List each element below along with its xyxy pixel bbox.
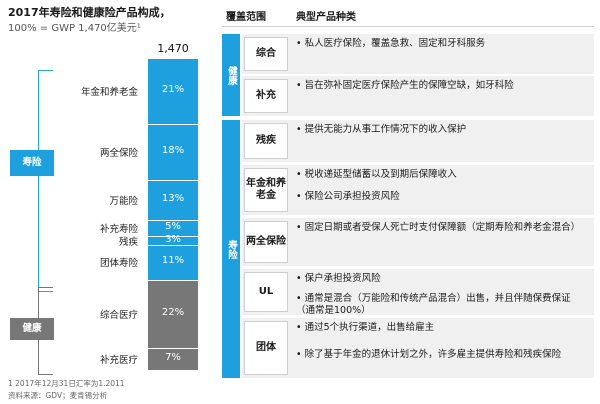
table-row-bullet: • 固定日期或者受保人死亡时支付保障额（定期寿险和养老金混合） — [296, 222, 581, 233]
table-row — [242, 76, 594, 116]
table-row-label: 综合 — [244, 37, 288, 71]
chart-title: 2017年寿险和健康险产品构成， — [8, 6, 171, 19]
life-bracket — [38, 70, 53, 292]
bar-segment — [148, 348, 198, 370]
bar-total-label: 1,470 — [157, 42, 189, 55]
table-row-bullet: • 通过5个执行渠道，出售给雇主 — [296, 322, 435, 333]
bar-value-label: 11% — [161, 255, 185, 267]
table-row-bullet: • 保险公司承担投资风险 — [296, 191, 400, 202]
category-label: 补充医疗 — [99, 355, 138, 367]
category-label: 残疾 — [118, 236, 138, 248]
table-row-bullet: • 通常是混合（万能险和传统产品混合）出售，并且伴随保费保证（通常是100%） — [296, 293, 571, 317]
table-row-bullet: • 提供无能力从事工作情况下的收入保护 — [296, 124, 467, 135]
category-label: 两全保险 — [99, 147, 138, 159]
category-label: 综合医疗 — [99, 309, 138, 321]
bar-value-label: 18% — [161, 144, 185, 156]
health-section-band: 健康 — [222, 34, 240, 116]
footnote-source: 资料来源：GDV；麦肯锡分析 — [8, 391, 108, 400]
table-row — [242, 269, 594, 315]
table-row — [242, 34, 594, 74]
bar-segment — [148, 235, 198, 246]
table-row-bullet: • 保户承担投资风险 — [296, 273, 381, 284]
coverage-column-header: 覆盖范围 — [226, 12, 266, 23]
health-group-label: 健康 — [10, 318, 54, 340]
bar-value-label: 7% — [165, 352, 181, 364]
header-divider — [222, 26, 594, 27]
table-row — [242, 218, 594, 266]
product-column-header: 典型产品种类 — [296, 12, 356, 23]
bar-segment — [148, 220, 198, 236]
category-label: 补充寿险 — [99, 224, 138, 236]
footnote-exchange-rate: 1 2017年12月31日汇率为1.2011 — [8, 379, 125, 388]
bar-segment — [148, 123, 198, 180]
bar-value-label: 13% — [161, 192, 185, 204]
table-row — [242, 120, 594, 162]
category-label: 团体寿险 — [99, 258, 138, 270]
table-row — [242, 318, 594, 378]
table-row-label: 两全保险 — [244, 221, 288, 263]
table-row-label: 团体 — [244, 321, 288, 375]
bar-segment — [148, 245, 198, 280]
bar-segment — [148, 279, 198, 349]
bar-value-label: 5% — [165, 221, 181, 233]
category-label: 年金和养老金 — [80, 86, 138, 98]
table-row-bullet: • 私人医疗保险，覆盖急救、固定和牙科服务 — [296, 38, 486, 49]
category-label: 万能险 — [109, 195, 138, 207]
bar-segment — [148, 179, 198, 221]
table-row-label: UL — [244, 272, 288, 312]
bar-value-label: 3% — [165, 233, 181, 245]
table-row-bullet: • 旨在弥补固定医疗保险产生的保障空缺，如牙科险 — [296, 80, 514, 91]
table-row — [242, 165, 594, 215]
life-section-band: 寿险 — [222, 120, 240, 378]
table-row-bullet: • 除了基于年金的退休计划之外，许多雇主提供寿险和残疾保险 — [296, 349, 562, 360]
bar-segment — [148, 58, 198, 124]
life-group-label: 寿险 — [10, 150, 54, 176]
table-row-bullet: • 税收递延型储蓄以及到期后保障收入 — [296, 169, 457, 180]
table-row-label: 补充 — [244, 79, 288, 113]
table-row-label: 残疾 — [244, 123, 288, 159]
bar-value-label: 22% — [161, 306, 185, 318]
bar-value-label: 21% — [161, 83, 185, 95]
chart-subtitle: 100% = GWP 1,470亿美元¹ — [8, 23, 141, 34]
table-row-label: 年金和养老金 — [244, 168, 288, 212]
